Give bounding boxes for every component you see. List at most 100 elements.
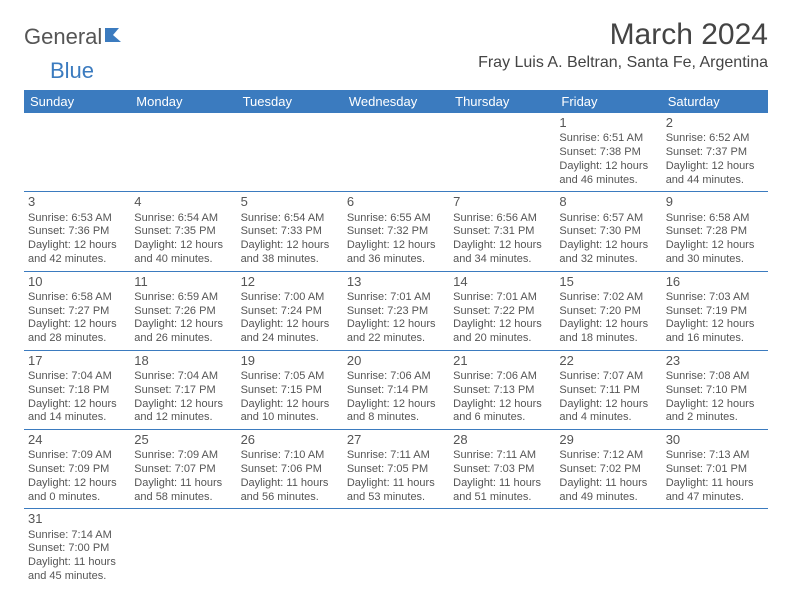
info-line: and 34 minutes.	[453, 253, 551, 267]
day-cell: 4Sunrise: 6:54 AMSunset: 7:35 PMDaylight…	[130, 192, 236, 271]
info-line: Sunrise: 7:01 AM	[347, 291, 445, 305]
info-line: Sunrise: 6:52 AM	[666, 132, 764, 146]
day-number: 23	[666, 353, 764, 369]
day-cell: 7Sunrise: 6:56 AMSunset: 7:31 PMDaylight…	[449, 192, 555, 271]
info-line: Daylight: 12 hours	[134, 398, 232, 412]
info-line: Sunrise: 6:53 AM	[28, 212, 126, 226]
day-number: 6	[347, 194, 445, 210]
info-line: and 14 minutes.	[28, 411, 126, 425]
day-info: Sunrise: 6:54 AMSunset: 7:35 PMDaylight:…	[134, 212, 232, 267]
info-line: Sunrise: 7:01 AM	[453, 291, 551, 305]
info-line: Daylight: 12 hours	[241, 239, 339, 253]
info-line: Sunset: 7:07 PM	[134, 463, 232, 477]
info-line: Sunset: 7:14 PM	[347, 384, 445, 398]
info-line: Daylight: 11 hours	[134, 477, 232, 491]
day-info: Sunrise: 7:00 AMSunset: 7:24 PMDaylight:…	[241, 291, 339, 346]
info-line: Sunrise: 7:10 AM	[241, 449, 339, 463]
day-number: 8	[559, 194, 657, 210]
info-line: Sunrise: 7:11 AM	[453, 449, 551, 463]
info-line: and 10 minutes.	[241, 411, 339, 425]
info-line: and 49 minutes.	[559, 491, 657, 505]
day-info: Sunrise: 7:07 AMSunset: 7:11 PMDaylight:…	[559, 370, 657, 425]
info-line: Sunset: 7:22 PM	[453, 305, 551, 319]
info-line: Daylight: 12 hours	[28, 239, 126, 253]
day-info: Sunrise: 7:04 AMSunset: 7:18 PMDaylight:…	[28, 370, 126, 425]
info-line: Daylight: 12 hours	[453, 398, 551, 412]
info-line: Sunrise: 6:54 AM	[241, 212, 339, 226]
info-line: Sunrise: 7:11 AM	[347, 449, 445, 463]
day-cell: 8Sunrise: 6:57 AMSunset: 7:30 PMDaylight…	[555, 192, 661, 271]
day-info: Sunrise: 7:08 AMSunset: 7:10 PMDaylight:…	[666, 370, 764, 425]
logo-text-1: General	[24, 24, 102, 50]
day-number: 2	[666, 115, 764, 131]
info-line: Daylight: 12 hours	[134, 239, 232, 253]
day-header: Monday	[130, 90, 236, 113]
info-line: Daylight: 12 hours	[241, 398, 339, 412]
day-number: 27	[347, 432, 445, 448]
day-info: Sunrise: 6:55 AMSunset: 7:32 PMDaylight:…	[347, 212, 445, 267]
week-row: 24Sunrise: 7:09 AMSunset: 7:09 PMDayligh…	[24, 430, 768, 509]
info-line: Sunrise: 6:59 AM	[134, 291, 232, 305]
day-number: 26	[241, 432, 339, 448]
day-info: Sunrise: 7:14 AMSunset: 7:00 PMDaylight:…	[28, 529, 126, 584]
info-line: Sunset: 7:00 PM	[28, 542, 126, 556]
info-line: and 20 minutes.	[453, 332, 551, 346]
day-info: Sunrise: 6:52 AMSunset: 7:37 PMDaylight:…	[666, 132, 764, 187]
calendar-body: 1Sunrise: 6:51 AMSunset: 7:38 PMDaylight…	[24, 113, 768, 588]
day-info: Sunrise: 6:59 AMSunset: 7:26 PMDaylight:…	[134, 291, 232, 346]
info-line: Daylight: 12 hours	[666, 239, 764, 253]
day-cell: 20Sunrise: 7:06 AMSunset: 7:14 PMDayligh…	[343, 350, 449, 429]
info-line: Sunrise: 7:06 AM	[453, 370, 551, 384]
day-cell: 31 Sunrise: 7:14 AMSunset: 7:00 PMDayligh…	[24, 509, 130, 588]
empty-cell	[662, 509, 768, 588]
info-line: Sunset: 7:10 PM	[666, 384, 764, 398]
day-info: Sunrise: 7:06 AMSunset: 7:13 PMDaylight:…	[453, 370, 551, 425]
day-number: 20	[347, 353, 445, 369]
day-info: Sunrise: 6:56 AMSunset: 7:31 PMDaylight:…	[453, 212, 551, 267]
info-line: Sunrise: 6:58 AM	[666, 212, 764, 226]
info-line: Daylight: 12 hours	[134, 318, 232, 332]
day-number: 31	[28, 511, 126, 527]
empty-cell	[555, 509, 661, 588]
info-line: Daylight: 11 hours	[347, 477, 445, 491]
info-line: and 58 minutes.	[134, 491, 232, 505]
day-info: Sunrise: 6:58 AMSunset: 7:27 PMDaylight:…	[28, 291, 126, 346]
info-line: Sunset: 7:19 PM	[666, 305, 764, 319]
empty-cell	[449, 509, 555, 588]
info-line: Sunrise: 6:56 AM	[453, 212, 551, 226]
info-line: Sunrise: 7:00 AM	[241, 291, 339, 305]
info-line: and 45 minutes.	[28, 570, 126, 584]
day-info: Sunrise: 7:13 AMSunset: 7:01 PMDaylight:…	[666, 449, 764, 504]
day-cell: 6 Sunrise: 6:55 AMSunset: 7:32 PMDaylight…	[343, 192, 449, 271]
day-info: Sunrise: 7:01 AMSunset: 7:22 PMDaylight:…	[453, 291, 551, 346]
day-cell: 10Sunrise: 6:58 AMSunset: 7:27 PMDayligh…	[24, 271, 130, 350]
logo: General	[24, 24, 129, 50]
day-info: Sunrise: 7:05 AMSunset: 7:15 PMDaylight:…	[241, 370, 339, 425]
info-line: and 16 minutes.	[666, 332, 764, 346]
info-line: Sunrise: 6:55 AM	[347, 212, 445, 226]
week-row: 1Sunrise: 6:51 AMSunset: 7:38 PMDaylight…	[24, 113, 768, 192]
info-line: and 47 minutes.	[666, 491, 764, 505]
info-line: Sunrise: 6:54 AM	[134, 212, 232, 226]
info-line: Sunset: 7:26 PM	[134, 305, 232, 319]
info-line: Daylight: 12 hours	[559, 398, 657, 412]
empty-cell	[237, 509, 343, 588]
day-cell: 15Sunrise: 7:02 AMSunset: 7:20 PMDayligh…	[555, 271, 661, 350]
info-line: Sunset: 7:36 PM	[28, 225, 126, 239]
info-line: Sunrise: 7:13 AM	[666, 449, 764, 463]
info-line: Daylight: 11 hours	[28, 556, 126, 570]
day-cell: 22Sunrise: 7:07 AMSunset: 7:11 PMDayligh…	[555, 350, 661, 429]
info-line: Daylight: 12 hours	[559, 239, 657, 253]
day-info: Sunrise: 6:58 AMSunset: 7:28 PMDaylight:…	[666, 212, 764, 267]
info-line: and 53 minutes.	[347, 491, 445, 505]
info-line: Daylight: 12 hours	[559, 160, 657, 174]
day-info: Sunrise: 6:51 AMSunset: 7:38 PMDaylight:…	[559, 132, 657, 187]
info-line: Sunset: 7:28 PM	[666, 225, 764, 239]
day-cell: 16Sunrise: 7:03 AMSunset: 7:19 PMDayligh…	[662, 271, 768, 350]
info-line: and 30 minutes.	[666, 253, 764, 267]
info-line: Daylight: 12 hours	[666, 318, 764, 332]
info-line: and 32 minutes.	[559, 253, 657, 267]
day-info: Sunrise: 7:11 AMSunset: 7:05 PMDaylight:…	[347, 449, 445, 504]
day-number: 12	[241, 274, 339, 290]
day-info: Sunrise: 6:54 AMSunset: 7:33 PMDaylight:…	[241, 212, 339, 267]
